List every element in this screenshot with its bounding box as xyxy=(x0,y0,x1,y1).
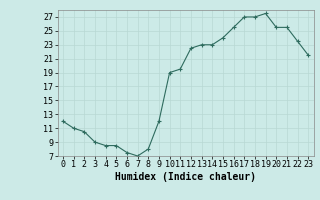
X-axis label: Humidex (Indice chaleur): Humidex (Indice chaleur) xyxy=(115,172,256,182)
